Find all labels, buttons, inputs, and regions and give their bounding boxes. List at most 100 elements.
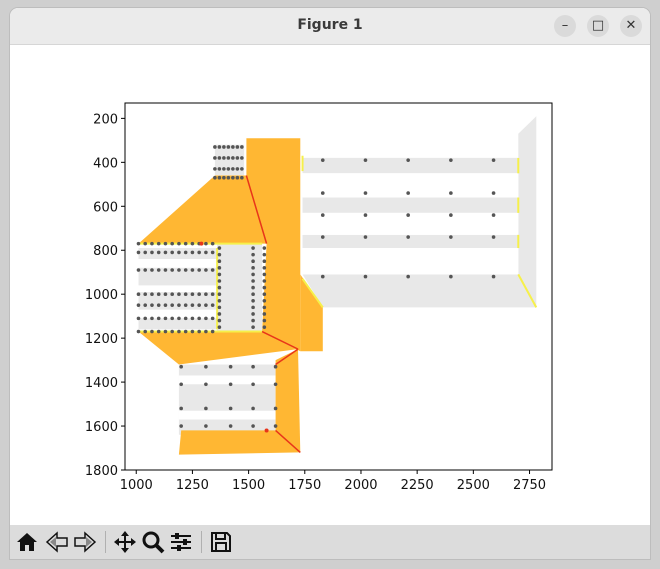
data-point <box>491 274 496 279</box>
data-point <box>204 268 208 272</box>
red-data-point <box>264 428 269 433</box>
data-point <box>143 268 148 272</box>
white-lane <box>138 259 218 268</box>
data-point <box>262 312 267 316</box>
data-point <box>251 424 255 428</box>
white-lane <box>138 285 218 292</box>
data-point <box>163 329 168 334</box>
data-point <box>491 191 496 195</box>
data-point <box>262 279 267 283</box>
yellow-edge <box>301 278 324 308</box>
maximize-button[interactable]: □ <box>587 15 609 37</box>
data-point <box>150 268 154 272</box>
data-point <box>217 246 222 250</box>
data-point <box>217 259 222 264</box>
red-edge <box>275 348 299 366</box>
back-arrow-icon[interactable] <box>44 529 70 555</box>
data-point <box>210 241 215 246</box>
data-point <box>251 382 255 387</box>
grey-region <box>518 116 537 308</box>
white-lane <box>178 375 276 385</box>
data-point <box>156 316 161 321</box>
pan-icon[interactable] <box>112 529 138 555</box>
home-icon[interactable] <box>14 529 40 555</box>
grey-region <box>302 197 519 213</box>
data-point <box>273 382 278 387</box>
data-point <box>273 424 278 428</box>
data-point <box>136 303 141 307</box>
data-point <box>262 305 267 310</box>
data-point <box>231 167 235 171</box>
window-title: Figure 1 <box>297 17 363 33</box>
data-point <box>217 325 222 329</box>
data-point <box>136 241 141 246</box>
forward-arrow-icon[interactable] <box>72 529 98 555</box>
data-point <box>217 145 222 149</box>
data-point <box>204 250 208 255</box>
close-button[interactable]: ✕ <box>620 15 642 37</box>
y-tick-label: 200 <box>93 112 118 127</box>
data-point <box>204 364 208 369</box>
data-point <box>179 424 183 428</box>
data-point <box>406 274 410 279</box>
data-point <box>183 303 188 307</box>
data-point <box>150 241 154 246</box>
data-point <box>210 292 215 296</box>
data-point <box>363 191 368 195</box>
data-point <box>179 406 183 411</box>
minimize-button[interactable]: – <box>554 15 576 37</box>
toolbar-separator <box>201 531 202 553</box>
data-point <box>240 156 244 160</box>
configure-subplots-icon[interactable] <box>168 529 194 555</box>
zoom-icon[interactable] <box>140 529 166 555</box>
data-point <box>183 250 188 255</box>
data-point <box>262 285 267 290</box>
red-data-point <box>199 241 204 246</box>
data-point <box>262 318 267 323</box>
data-point <box>177 268 181 272</box>
data-point <box>204 406 208 411</box>
data-point <box>320 191 325 195</box>
data-point <box>449 274 453 279</box>
grey-region <box>302 234 519 248</box>
data-point <box>197 250 201 255</box>
data-point <box>262 246 267 250</box>
x-tick-label: 2750 <box>513 478 546 493</box>
data-point <box>156 268 161 272</box>
orange-region <box>138 331 298 365</box>
data-point <box>177 292 181 296</box>
data-point <box>190 303 195 307</box>
data-point <box>251 272 255 277</box>
axes-frame <box>124 102 553 471</box>
x-tick-label: 1500 <box>232 478 265 493</box>
y-tick-label: 1800 <box>85 464 118 479</box>
data-point <box>449 213 453 217</box>
data-point <box>320 274 325 279</box>
data-point <box>217 266 222 270</box>
data-point <box>406 213 410 217</box>
data-point <box>222 156 226 160</box>
x-tick-label: 1250 <box>176 478 209 493</box>
data-point <box>143 316 148 321</box>
data-point <box>406 158 410 162</box>
data-point <box>217 305 222 310</box>
white-lane <box>138 309 218 319</box>
data-point <box>210 316 215 321</box>
data-point <box>217 252 222 257</box>
red-edge <box>275 429 301 453</box>
data-point <box>156 292 161 296</box>
data-point <box>177 303 181 307</box>
data-point <box>251 246 255 250</box>
grey-region <box>302 157 519 174</box>
data-point <box>150 329 154 334</box>
orange-region <box>275 349 301 453</box>
data-point <box>262 325 267 329</box>
white-lane <box>302 212 519 235</box>
x-tick-label: 2500 <box>457 478 490 493</box>
data-point <box>262 266 267 270</box>
data-point <box>143 303 148 307</box>
data-point <box>143 292 148 296</box>
red-edge <box>245 175 268 244</box>
data-point <box>262 292 267 296</box>
save-icon[interactable] <box>208 529 234 555</box>
